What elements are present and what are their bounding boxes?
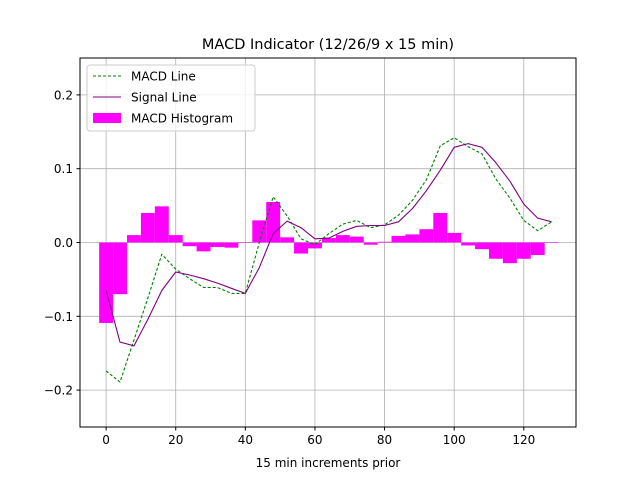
legend-signal-label: Signal Line	[131, 91, 197, 105]
histogram-bar	[266, 201, 281, 243]
histogram-bar	[196, 242, 211, 252]
tick-labels: 0 20 40 60 80 100 120 0.2 0.1 0.0 −0.1 −0.2	[44, 88, 535, 447]
x-tick-label: 120	[512, 433, 535, 447]
histogram-bar	[419, 229, 434, 243]
y-tick-label: 0.2	[54, 88, 73, 102]
histogram-bar	[363, 242, 378, 245]
histogram-bar	[252, 220, 267, 243]
histogram-bar	[140, 212, 155, 243]
histogram-bar	[294, 242, 308, 254]
signal-line	[105, 143, 552, 347]
y-tick-label: −0.2	[44, 384, 73, 398]
y-tick-label: −0.1	[44, 310, 73, 324]
x-tick-label: 20	[168, 433, 183, 447]
legend-macd-label: MACD Line	[131, 70, 196, 84]
histogram-bar	[391, 235, 406, 243]
series-lines	[105, 137, 552, 383]
histogram-bar	[182, 242, 197, 247]
histogram-bar	[224, 242, 239, 248]
x-tick-label: 100	[443, 433, 466, 447]
histogram-bar	[349, 236, 364, 243]
histogram-bar	[475, 242, 489, 250]
histogram-bar	[502, 242, 517, 264]
histogram-bar	[335, 235, 350, 243]
histogram-bar	[516, 242, 531, 259]
macd-line	[105, 137, 552, 383]
histogram-bar	[280, 237, 295, 243]
histogram-bar	[210, 242, 225, 247]
y-tick-label: 0.0	[54, 236, 73, 250]
histogram-bar	[433, 212, 448, 243]
histogram-bar	[126, 235, 141, 243]
x-tick-label: 60	[307, 433, 322, 447]
histogram-bar	[544, 242, 559, 243]
histogram-bar	[113, 242, 127, 295]
legend-histogram-swatch	[93, 113, 121, 123]
x-tick-label: 0	[102, 433, 110, 447]
x-tick-label: 40	[238, 433, 253, 447]
y-tick-label: 0.1	[54, 162, 73, 176]
histogram-bar	[154, 206, 169, 243]
histogram-bar	[405, 234, 420, 243]
legend: MACD Line Signal Line MACD Histogram	[86, 64, 256, 132]
chart-title: MACD Indicator (12/26/9 x 15 min)	[202, 37, 454, 53]
histogram-bar	[461, 242, 476, 246]
histogram-bar	[447, 232, 462, 243]
histogram-bar	[321, 238, 336, 243]
histogram-bar	[307, 242, 322, 249]
legend-histogram-label: MACD Histogram	[131, 112, 233, 126]
legend-box	[86, 64, 256, 132]
x-tick-label: 80	[377, 433, 392, 447]
histogram-bar	[488, 242, 503, 259]
histogram-bar	[168, 235, 183, 243]
histogram-bar	[377, 241, 392, 243]
x-axis-label: 15 min increments prior	[256, 456, 401, 470]
histogram-bar	[530, 242, 545, 256]
histogram-bar	[99, 242, 114, 323]
histogram-bar	[238, 242, 253, 243]
